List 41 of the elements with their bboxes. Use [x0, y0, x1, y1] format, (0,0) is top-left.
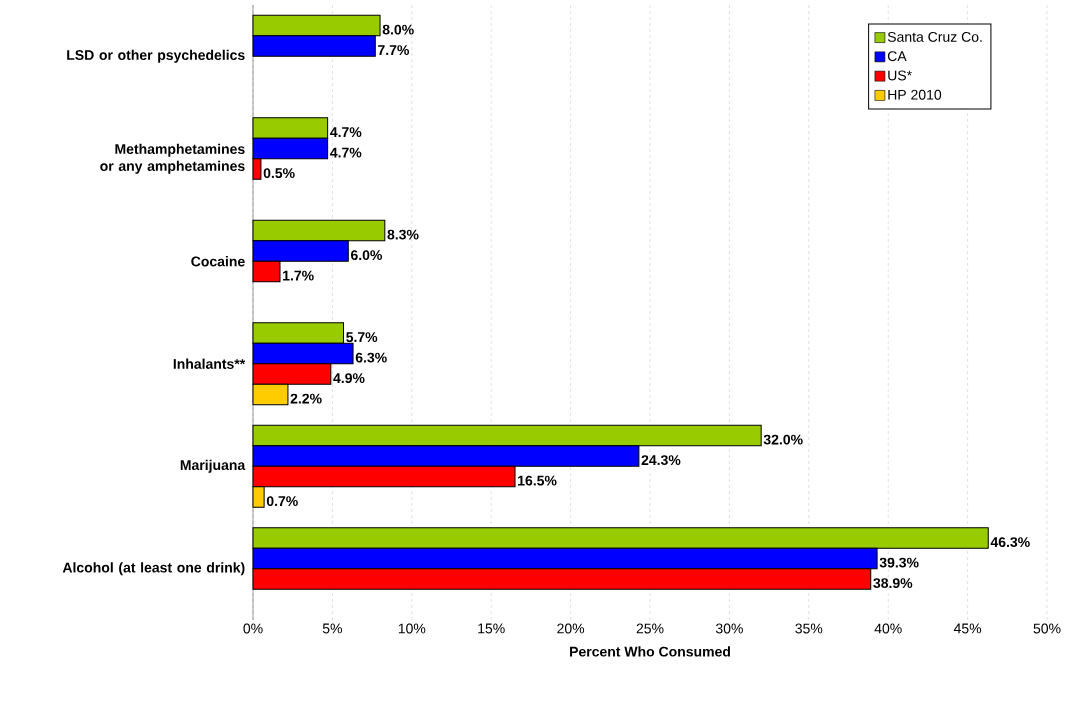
x-tick-label: 35%	[795, 623, 823, 634]
legend-label: CA	[887, 51, 907, 62]
data-label: 39.3%	[879, 557, 919, 568]
x-tick-label: 10%	[398, 623, 426, 634]
data-label: 16.5%	[518, 475, 557, 486]
data-label: 5.7%	[346, 332, 378, 343]
x-axis-title: Percent Who Consumed	[570, 646, 730, 657]
data-label: 4.7%	[330, 127, 362, 138]
data-label: 6.0%	[351, 250, 383, 261]
legend-label: Santa Cruz Co.	[887, 31, 982, 42]
data-label: 4.7%	[330, 147, 362, 158]
data-label: 0.7%	[266, 496, 298, 507]
data-label: 0.5%	[263, 168, 295, 179]
data-label: 4.9%	[333, 373, 365, 384]
data-label: 8.0%	[382, 24, 414, 35]
data-label: 6.3%	[355, 352, 387, 363]
data-label: 24.3%	[641, 455, 681, 466]
data-label: 2.2%	[290, 393, 322, 404]
y-tick-label: Inhalants**	[173, 358, 246, 369]
legend-label: HP 2010	[888, 89, 942, 100]
y-tick-label: Methamphetamines or any amphetamines	[100, 143, 245, 174]
y-tick-label: LSD or other psychedelics	[67, 49, 245, 63]
data-label: 38.9%	[873, 578, 913, 589]
x-tick-label: 20%	[557, 623, 585, 634]
data-label: 32.0%	[763, 434, 803, 445]
y-tick-label: Cocaine	[191, 256, 245, 267]
x-tick-label: 15%	[478, 623, 505, 634]
y-tick-label: Alcohol (at least one drink)	[62, 562, 245, 576]
x-tick-label: 0%	[243, 623, 263, 634]
x-tick-label: 5%	[322, 623, 343, 634]
x-tick-label: 30%	[715, 623, 743, 634]
data-label: 46.3%	[990, 537, 1030, 548]
data-label: 8.3%	[387, 229, 419, 240]
x-tick-label: 50%	[1033, 623, 1061, 634]
y-tick-label: Marijuana	[180, 459, 246, 473]
x-tick-label: 40%	[874, 623, 902, 634]
x-tick-label: 25%	[636, 623, 664, 634]
legend-label: US*	[888, 70, 912, 81]
data-label: 7.7%	[378, 45, 410, 56]
data-label: 1.7%	[283, 270, 314, 281]
x-tick-label: 45%	[953, 623, 982, 634]
